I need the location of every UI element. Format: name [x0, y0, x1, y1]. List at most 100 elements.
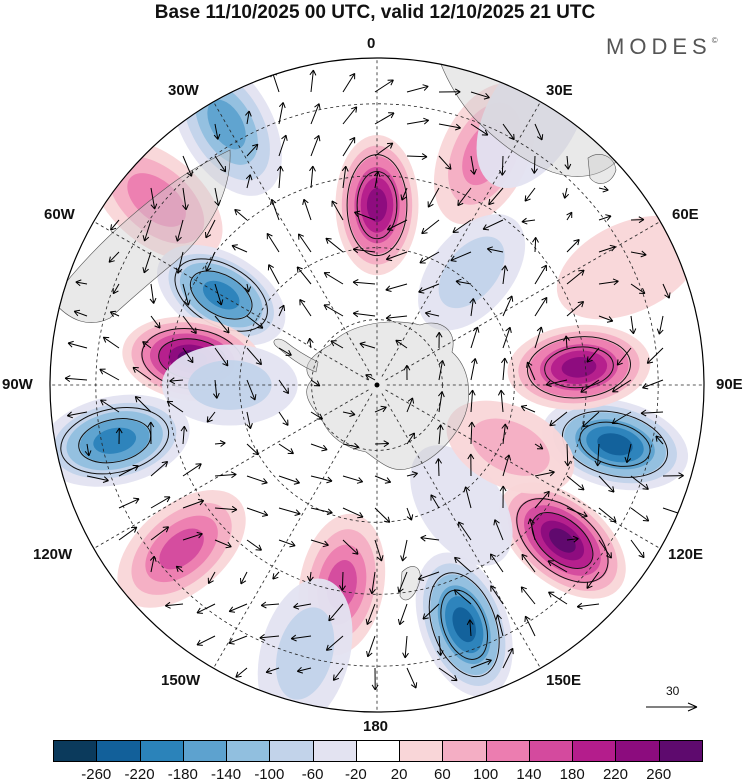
- wind-arrow: [342, 137, 356, 157]
- wind-arrow: [630, 283, 646, 294]
- wind-arrow-head: [149, 297, 157, 304]
- wind-arrow-head: [352, 279, 359, 286]
- wind-arrow-head: [602, 185, 609, 193]
- colorbar-swatch: [312, 740, 357, 762]
- wind-arrow-head: [395, 339, 402, 346]
- wind-arrow: [611, 411, 632, 424]
- longitude-label: 0: [367, 35, 376, 52]
- wind-arrow: [387, 219, 408, 231]
- wind-arrow-head: [486, 246, 493, 253]
- wind-arrow: [196, 635, 216, 646]
- wind-arrow-head: [265, 667, 272, 675]
- wind-arrow: [182, 533, 203, 541]
- wind-arrow: [455, 280, 472, 285]
- wind-arrow: [470, 298, 474, 317]
- wind-arrow: [246, 411, 251, 429]
- wind-arrow: [150, 283, 155, 304]
- wind-arrow-head: [349, 410, 356, 417]
- wind-arrow: [500, 390, 504, 413]
- meridian-line: [93, 221, 369, 381]
- wind-arrow: [310, 411, 323, 420]
- colorbar-tick-label: -180: [167, 766, 198, 783]
- wind-arrow: [310, 103, 320, 125]
- wind-arrow: [470, 123, 489, 136]
- wind-arrow: [143, 251, 152, 274]
- wind-arrow: [75, 281, 88, 285]
- wind-arrow: [278, 102, 284, 125]
- wind-arrow: [342, 166, 347, 189]
- wind-arrow-head: [299, 299, 306, 306]
- wind-arrow-head: [463, 486, 471, 493]
- wind-arrow-head: [469, 298, 477, 304]
- wind-arrow-head: [471, 358, 478, 365]
- wind-arrow: [354, 211, 376, 221]
- wind-arrow: [182, 463, 202, 477]
- wind-arrow-head: [545, 380, 552, 388]
- wind-arrow: [566, 301, 584, 317]
- wind-arrow-head: [109, 310, 117, 317]
- wind-arrow: [330, 340, 344, 349]
- wind-arrow: [342, 411, 356, 416]
- wind-arrow: [630, 251, 647, 256]
- wind-arrow-head: [149, 555, 157, 562]
- wind-arrow: [310, 475, 333, 482]
- wind-arrow: [182, 283, 189, 306]
- wind-arrow-head: [472, 326, 480, 333]
- wind-arrow-head: [497, 389, 505, 396]
- wind-arrow-head: [468, 421, 476, 428]
- wind-arrow: [118, 526, 138, 541]
- wind-arrow-head: [330, 340, 337, 347]
- wind-arrow-head: [424, 310, 432, 318]
- madagascar-landmass: [587, 154, 617, 184]
- wind-arrow-head: [255, 358, 262, 366]
- wind-arrow: [497, 614, 504, 637]
- wind-arrow-head: [418, 287, 425, 294]
- wind-arrow: [566, 443, 569, 467]
- wind-arrow-head: [235, 671, 242, 678]
- wind-arrow-head: [302, 198, 309, 206]
- anomaly-contour: [597, 433, 633, 456]
- wind-arrow: [261, 603, 280, 606]
- wind-arrow-head: [504, 454, 512, 461]
- wind-arrow-head: [563, 335, 570, 342]
- wind-arrow-head: [212, 392, 220, 399]
- wind-arrow-head: [488, 198, 495, 206]
- wind-arrow-head: [507, 647, 514, 655]
- wind-arrow: [371, 571, 376, 594]
- wind-arrow: [404, 635, 408, 658]
- south-america-landmass: [51, 149, 231, 323]
- wind-arrow: [246, 174, 251, 189]
- wind-arrow: [465, 486, 472, 509]
- wind-arrow: [182, 347, 194, 363]
- wind-arrow-head: [282, 419, 289, 426]
- wind-arrow: [502, 265, 506, 285]
- wind-arrow: [278, 379, 289, 394]
- anomaly-contour: [556, 215, 701, 320]
- wind-arrow-head: [524, 615, 531, 623]
- wind-arrow: [586, 571, 600, 589]
- colorbar-tick-label: -140: [211, 766, 242, 783]
- colorbar-tick-label: -20: [345, 766, 367, 783]
- circulation-contour: [561, 410, 669, 478]
- wind-arrow-head: [130, 526, 138, 533]
- wind-arrow-head: [411, 471, 418, 478]
- wind-arrow-head: [290, 634, 297, 642]
- brand-mark: ©: [711, 36, 718, 45]
- wind-arrow: [342, 507, 364, 518]
- wind-arrow: [533, 155, 536, 174]
- circulation-contour: [527, 336, 631, 399]
- wind-arrow-head: [228, 638, 235, 645]
- wind-arrow-head: [387, 79, 394, 86]
- wind-arrow: [547, 560, 568, 573]
- wind-arrow-head: [642, 515, 650, 522]
- wind-arrow-head: [142, 267, 149, 274]
- colorbar-swatch: [182, 740, 228, 762]
- longitude-label: 90W: [2, 376, 33, 393]
- wind-arrow-head: [293, 602, 300, 610]
- wind-arrow-head: [501, 423, 509, 430]
- wind-arrow: [438, 155, 452, 170]
- circulation-contour: [189, 270, 253, 320]
- wind-arrow: [630, 315, 634, 334]
- wind-arrow-head: [196, 639, 203, 646]
- wind-arrow-head: [267, 264, 274, 271]
